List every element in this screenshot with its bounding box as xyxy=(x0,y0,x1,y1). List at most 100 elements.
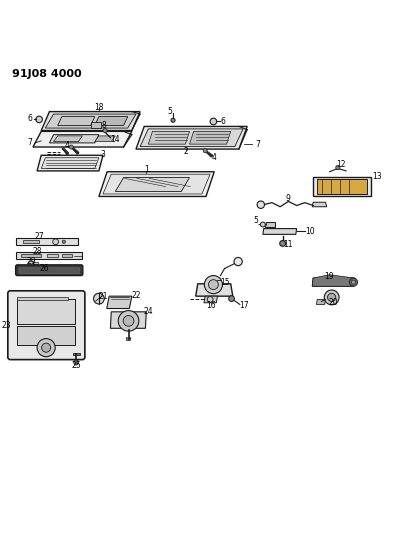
Circle shape xyxy=(62,240,66,244)
Text: 12: 12 xyxy=(336,160,346,169)
Polygon shape xyxy=(71,148,79,155)
Circle shape xyxy=(349,278,358,286)
Bar xyxy=(23,240,39,243)
Circle shape xyxy=(69,145,73,149)
Polygon shape xyxy=(316,300,325,304)
Circle shape xyxy=(74,360,79,365)
Polygon shape xyxy=(58,117,95,126)
Text: 4: 4 xyxy=(212,153,217,162)
Text: 20: 20 xyxy=(329,298,339,307)
Text: 4: 4 xyxy=(64,141,69,150)
Text: 17: 17 xyxy=(239,301,249,310)
Text: 6: 6 xyxy=(27,114,32,123)
Text: 7: 7 xyxy=(255,140,260,149)
Text: 21: 21 xyxy=(98,293,108,302)
Polygon shape xyxy=(126,338,131,341)
Polygon shape xyxy=(45,114,136,128)
Polygon shape xyxy=(140,129,243,147)
Circle shape xyxy=(208,280,218,289)
Polygon shape xyxy=(49,135,99,143)
Text: 24: 24 xyxy=(143,308,153,316)
Text: 3: 3 xyxy=(101,150,105,158)
Text: 9: 9 xyxy=(286,194,291,203)
Circle shape xyxy=(351,280,356,284)
Text: 8: 8 xyxy=(101,120,106,130)
Polygon shape xyxy=(107,296,132,309)
Circle shape xyxy=(234,257,242,265)
Text: 10: 10 xyxy=(305,227,315,236)
Circle shape xyxy=(204,276,222,294)
Polygon shape xyxy=(16,253,82,259)
Circle shape xyxy=(94,293,104,304)
Text: 22: 22 xyxy=(131,291,141,300)
Polygon shape xyxy=(33,131,132,147)
Polygon shape xyxy=(265,222,275,227)
Polygon shape xyxy=(41,158,99,168)
Circle shape xyxy=(210,118,217,125)
Text: 29: 29 xyxy=(26,257,36,265)
Text: 6: 6 xyxy=(221,117,226,126)
Polygon shape xyxy=(17,297,68,300)
Circle shape xyxy=(36,116,42,123)
Polygon shape xyxy=(263,229,297,235)
Polygon shape xyxy=(105,131,111,139)
Polygon shape xyxy=(196,284,233,296)
Text: 23: 23 xyxy=(2,320,12,329)
Circle shape xyxy=(118,311,139,331)
Bar xyxy=(30,262,38,264)
Bar xyxy=(91,122,101,128)
Circle shape xyxy=(203,149,207,153)
Text: 13: 13 xyxy=(372,172,382,181)
Polygon shape xyxy=(99,172,214,197)
Text: 1: 1 xyxy=(144,165,149,174)
Circle shape xyxy=(42,343,51,352)
Circle shape xyxy=(28,261,34,267)
Polygon shape xyxy=(110,312,146,328)
FancyBboxPatch shape xyxy=(8,291,85,360)
Circle shape xyxy=(229,296,234,302)
Polygon shape xyxy=(190,131,231,144)
Polygon shape xyxy=(16,238,78,245)
Polygon shape xyxy=(54,136,82,142)
Text: 25: 25 xyxy=(71,361,81,370)
Polygon shape xyxy=(62,148,69,155)
FancyBboxPatch shape xyxy=(16,265,83,276)
Bar xyxy=(17,300,75,324)
Circle shape xyxy=(123,316,134,326)
Bar xyxy=(73,353,80,355)
Polygon shape xyxy=(103,174,210,194)
Circle shape xyxy=(37,338,55,357)
Text: 5: 5 xyxy=(168,107,173,116)
Text: 19: 19 xyxy=(324,272,334,281)
Text: 14: 14 xyxy=(110,135,120,144)
Text: 27: 27 xyxy=(34,232,44,241)
Circle shape xyxy=(328,293,336,302)
Polygon shape xyxy=(115,177,190,191)
Polygon shape xyxy=(136,126,247,149)
Text: 26: 26 xyxy=(39,264,49,273)
Bar xyxy=(17,326,75,345)
Polygon shape xyxy=(317,179,367,194)
FancyBboxPatch shape xyxy=(19,268,80,273)
Circle shape xyxy=(280,240,286,246)
Circle shape xyxy=(171,118,175,122)
Circle shape xyxy=(53,239,59,245)
Text: 15: 15 xyxy=(220,278,229,287)
Text: 91J08 4000: 91J08 4000 xyxy=(12,69,82,79)
Polygon shape xyxy=(312,202,327,207)
Circle shape xyxy=(336,166,340,169)
Text: 28: 28 xyxy=(32,247,42,256)
Text: 5: 5 xyxy=(253,216,258,225)
Text: 18: 18 xyxy=(94,103,104,112)
Circle shape xyxy=(257,201,265,208)
Bar xyxy=(21,254,41,257)
Text: 16: 16 xyxy=(206,301,216,310)
Bar xyxy=(62,254,72,257)
Text: 7: 7 xyxy=(27,139,32,148)
Polygon shape xyxy=(312,278,354,286)
Polygon shape xyxy=(95,136,115,142)
Bar xyxy=(47,254,58,257)
Polygon shape xyxy=(205,151,213,157)
Circle shape xyxy=(260,222,265,227)
Polygon shape xyxy=(37,155,103,171)
